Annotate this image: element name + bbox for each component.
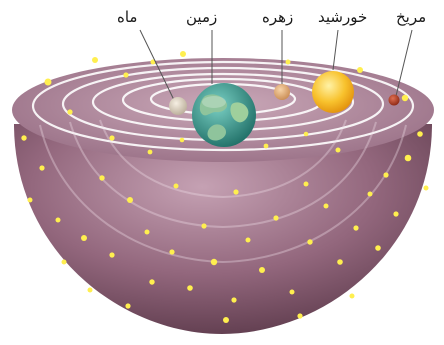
moon-body — [169, 97, 187, 115]
earth-body — [192, 83, 256, 147]
moon-label: ماه — [117, 8, 138, 26]
ring-1 — [31, 60, 415, 152]
mars-pointer — [395, 29, 413, 97]
moon-pointer — [139, 29, 175, 101]
sun-label: خورشید — [318, 8, 368, 26]
mars-label: مریخ — [396, 8, 427, 26]
pointer-lines — [139, 29, 413, 101]
sun-pointer — [332, 29, 339, 71]
stars — [21, 51, 429, 323]
earth-label: زمین — [186, 8, 218, 26]
mars-body — [388, 94, 400, 106]
venus-body — [274, 84, 290, 100]
venus-label: زهره — [262, 8, 294, 26]
bodies — [169, 71, 400, 147]
sun-body — [312, 71, 354, 113]
